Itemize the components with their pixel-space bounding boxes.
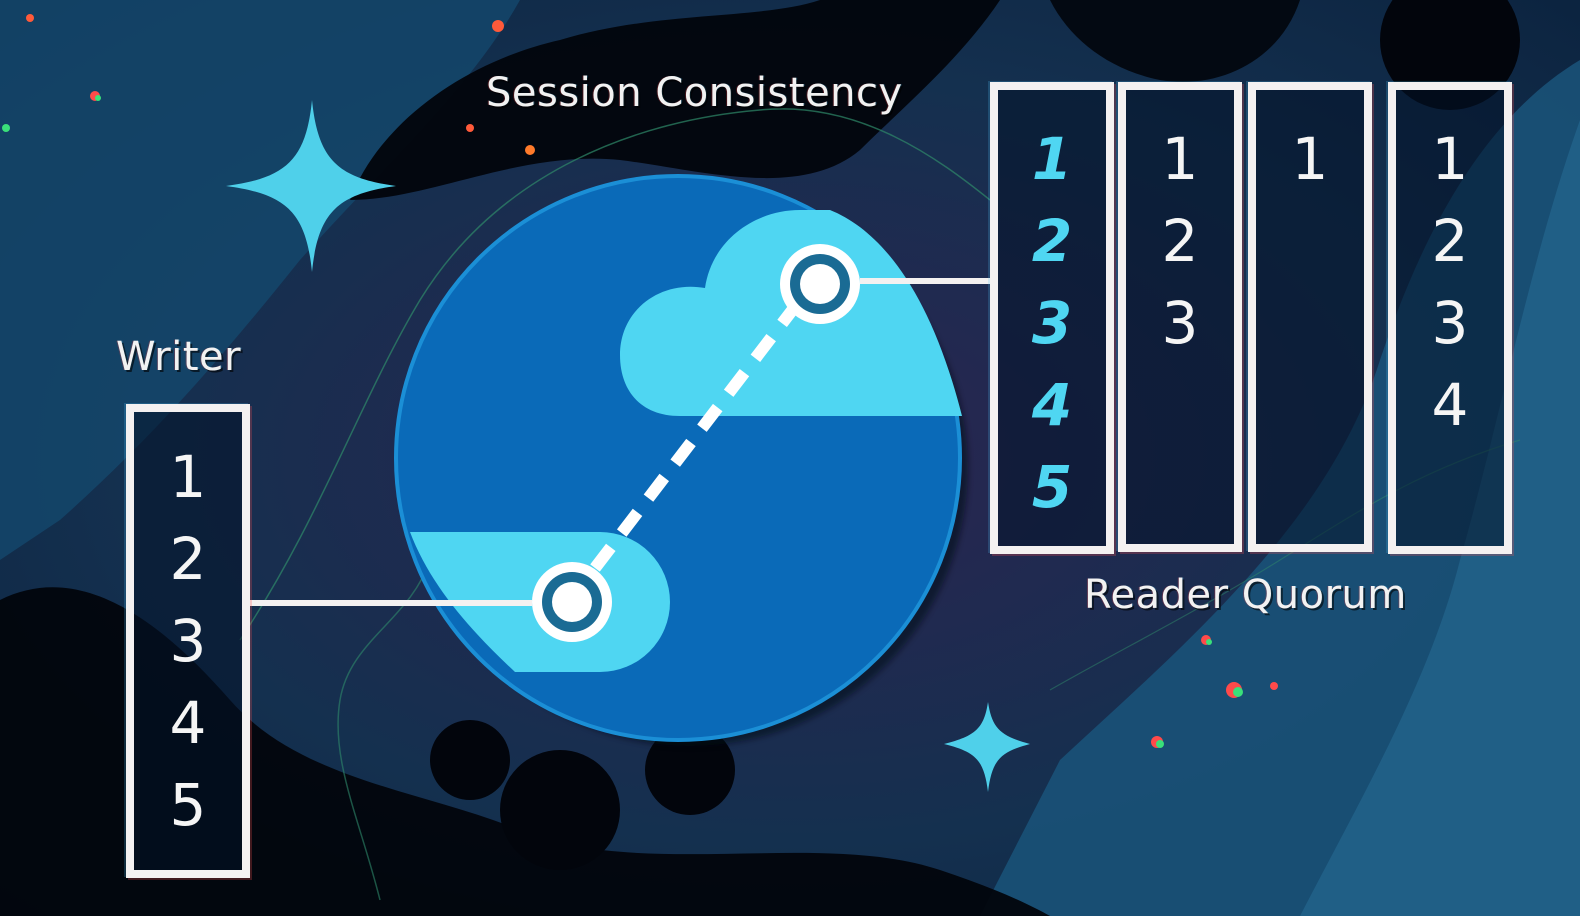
replica-entry: 3 [1161, 289, 1199, 357]
node-icon [780, 244, 860, 324]
replica-entry: 4 [1031, 371, 1073, 439]
node-icon [532, 562, 612, 642]
reader-replica-3: 1 [1248, 82, 1372, 552]
replica-entry: 2 [1031, 207, 1073, 275]
background-blob-circle-2 [430, 720, 510, 800]
writer-log: 1 2 3 4 5 [126, 404, 250, 878]
reader-replica-1: 1 2 3 4 5 [990, 82, 1114, 554]
background-blob-bottom [0, 587, 1050, 916]
writer-entry: 5 [169, 771, 207, 839]
writer-entry: 3 [169, 607, 207, 675]
sparkle-icon [944, 702, 1030, 792]
background-blob-top-right [1050, 0, 1300, 82]
writer-entry: 4 [169, 689, 207, 757]
globe-icon [394, 174, 962, 742]
connection-dotted-line [590, 296, 805, 572]
reader-quorum-label: Reader Quorum [1084, 572, 1407, 618]
replica-entry: 1 [1161, 125, 1199, 193]
replica-entry: 2 [1431, 207, 1469, 275]
glitter-dots [2, 14, 1278, 748]
replica-entry: 3 [1431, 289, 1469, 357]
replica-entry: 1 [1031, 125, 1073, 193]
background-wave-right-light [1300, 120, 1580, 916]
diagram-title: Session Consistency [486, 70, 903, 116]
contour-line-1 [239, 108, 991, 641]
background-blob-circle-3 [645, 725, 735, 815]
writer-entry: 1 [169, 443, 207, 511]
replica-entry: 5 [1031, 453, 1073, 521]
reader-replica-4: 1 2 3 4 [1388, 82, 1512, 554]
contour-line-2 [337, 559, 431, 901]
replica-entry: 2 [1161, 207, 1199, 275]
writer-label: Writer [116, 334, 242, 380]
replica-entry: 1 [1291, 125, 1329, 193]
background-blob-circle-1 [500, 750, 620, 870]
background-blob-top [350, 0, 1000, 200]
sparkle-icon [226, 100, 396, 272]
replica-entry: 3 [1031, 289, 1073, 357]
writer-entry: 2 [169, 525, 207, 593]
replica-entry: 4 [1431, 371, 1469, 439]
replica-entry: 1 [1431, 125, 1469, 193]
reader-replica-2: 1 2 3 [1118, 82, 1242, 552]
